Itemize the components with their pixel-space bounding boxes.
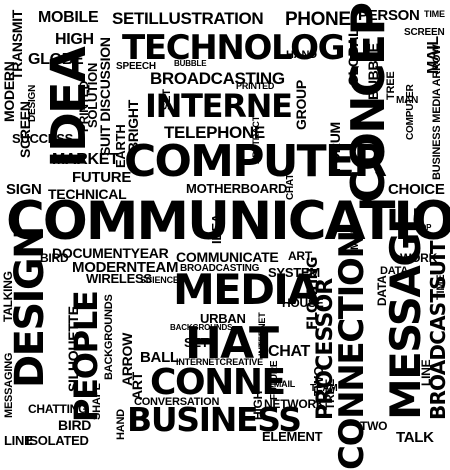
word-time-v: TIME	[435, 274, 447, 300]
word-computer-v: COMPUTER	[405, 84, 416, 140]
word-backgrounds-v: BACKGROUNDS	[103, 294, 115, 380]
word-chat-v: CHAT	[285, 173, 296, 200]
word-wireless: WIRELESS	[86, 271, 152, 286]
word-work: WORK	[400, 251, 438, 265]
word-two: TWO	[360, 419, 388, 433]
word-tree: TREE	[385, 71, 397, 100]
word-global: GLOBAL	[345, 28, 361, 86]
word-communicate: COMMUNICATE	[176, 249, 279, 265]
word-hand: HAND	[286, 49, 317, 61]
word-time: TIME	[424, 9, 445, 19]
word-communication: COMMUNICATION	[6, 191, 450, 252]
word-suit-discussion: SUIT DISCUSSION	[97, 37, 113, 156]
word-mobile: MOBILE	[38, 9, 99, 26]
word-telephone: TELEPHONE	[164, 123, 265, 142]
word-email: EMAIL	[268, 379, 296, 389]
word-data-v: DATA	[375, 275, 389, 306]
word-sign: SIGN	[6, 181, 42, 198]
word-success: SUCCESS	[12, 131, 74, 146]
word-illustration: SETILLUSTRATION	[112, 9, 264, 28]
word-printed-v: PRINTED	[77, 81, 91, 132]
word-talking: TALKING	[1, 271, 15, 322]
word-creative: INTERNETCREATIVE	[176, 357, 263, 367]
word-system: SYSTEM	[268, 265, 320, 280]
word-person: PERSON	[358, 7, 420, 24]
word-documentyear: DOCUMENTYEAR	[52, 245, 169, 261]
word-broadcasting: BROADCASTING	[150, 69, 285, 88]
word-shape: SHAPE	[91, 383, 103, 420]
word-urban: URBAN	[200, 311, 246, 326]
word-motherboard: MOTHERBOARD	[186, 181, 288, 196]
word-bubble: BUBBLE	[174, 59, 207, 68]
word-transmit: TRANSMIT	[9, 9, 25, 80]
word-printed: PRINTED	[236, 81, 275, 91]
word-abstract: ABSTRACT	[251, 115, 261, 164]
word-conversation: CONVERSATION	[134, 396, 220, 408]
word-man-v: MAN	[349, 225, 361, 250]
word-phone: PHONE	[285, 9, 351, 30]
word-element: ELEMENT	[262, 429, 323, 444]
word-modernteam: MODERNTEAM	[72, 259, 179, 276]
word-choice: CHOICE	[388, 181, 445, 198]
word-chat: CHAT	[268, 343, 310, 360]
word-messaging: MESSAGING	[3, 352, 15, 418]
word-tree-v: TREE	[323, 378, 337, 410]
word-high-v: HIGH	[251, 390, 265, 420]
word-set-v: SET	[161, 89, 173, 110]
word-science: SCIENCE	[140, 275, 179, 285]
word-bird-2: BIRD	[58, 417, 92, 433]
word-globe: GLOBE	[28, 51, 84, 68]
word-hat: HAT	[185, 318, 279, 369]
word-technology: TECHNOLOG	[122, 28, 346, 68]
word-bright: BRIGHT	[125, 100, 141, 152]
word-art-v: ART	[129, 372, 145, 400]
word-broadcastsuit: BROADCASTSUIT	[426, 241, 450, 420]
word-future: FUTURE	[72, 169, 132, 186]
word-technical: TECHNICAL	[48, 186, 127, 202]
word-man: MAN	[396, 95, 419, 106]
word-house: HOUSE	[282, 296, 324, 310]
word-idea-small: IDEA	[209, 213, 224, 244]
word-line-v: LINE	[419, 359, 433, 386]
word-media: MEDIA	[173, 265, 320, 314]
word-bubble-v: BUBBLE	[365, 43, 381, 100]
word-connection: CONNECTION	[332, 231, 372, 470]
word-internet-v: INTERNET	[257, 312, 267, 356]
word-screen: SCREEN	[404, 27, 445, 38]
word-data: DATA	[380, 265, 409, 277]
word-market: MARKET	[52, 151, 119, 168]
word-broadcasting2: BROADCASTING	[180, 263, 260, 274]
word-talk: TALK	[396, 429, 434, 446]
word-high: HIGH	[55, 31, 94, 48]
word-network: NETWORK	[264, 397, 325, 411]
word-internet: INTERNE	[145, 87, 293, 125]
word-group: GROUP	[293, 80, 309, 130]
word-isolated: ISOLATED	[26, 433, 89, 448]
word-connect: CONNE	[150, 362, 286, 403]
word-business-media: BUSINESS MEDIA ARROW	[431, 44, 443, 180]
word-message: MESSAGE	[381, 206, 430, 420]
word-design-small: DESIGN	[27, 84, 38, 122]
word-bird: BIRD	[40, 251, 69, 265]
word-backgrounds: BACKGROUNDS	[170, 323, 233, 332]
word-business: BUSINESS	[127, 400, 302, 439]
word-set: SET	[184, 335, 209, 350]
word-laptop: LAPTOP	[400, 223, 432, 232]
word-art: ART	[288, 249, 312, 263]
word-ball: BALL	[140, 349, 179, 366]
word-hand-v: HAND	[115, 409, 127, 440]
word-future-v: FUTURE	[269, 360, 280, 400]
word-forum: FORUM	[327, 122, 343, 172]
word-silhouette: SILHOUETTE	[65, 306, 81, 392]
word-line: LINE	[4, 433, 33, 448]
word-chatting: CHATTING	[28, 402, 88, 416]
word-speech: SPEECH	[116, 61, 156, 72]
word-team: TEAM	[310, 383, 338, 394]
word-computer: COMPUTER	[124, 136, 387, 187]
